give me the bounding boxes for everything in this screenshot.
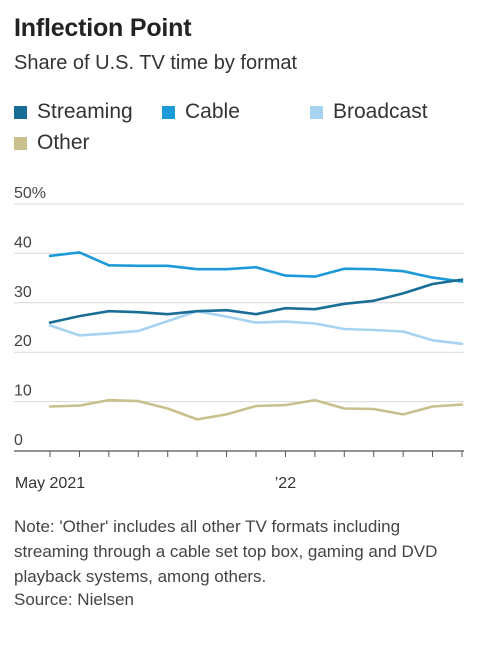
series-line-cable bbox=[48, 251, 464, 283]
x-tick-label-2021-05: May 2021 bbox=[15, 475, 85, 492]
legend-item-broadcast: Broadcast bbox=[310, 100, 428, 124]
legend: Streaming Cable Broadcast Other bbox=[14, 100, 474, 160]
legend-swatch-cable bbox=[162, 105, 175, 119]
legend-label-cable: Cable bbox=[185, 100, 240, 123]
y-tick-label-0: 0 bbox=[14, 432, 23, 449]
chart-note: Note: 'Other' includes all other TV form… bbox=[14, 517, 438, 586]
legend-swatch-streaming bbox=[14, 105, 27, 119]
y-tick-label-40: 40 bbox=[14, 234, 32, 251]
x-tick-label-2022-01: ’22 bbox=[275, 475, 296, 492]
legend-label-other: Other bbox=[37, 131, 90, 154]
series-line-other bbox=[48, 398, 464, 421]
series-line-broadcast bbox=[48, 309, 464, 346]
y-tick-label-50: 50% bbox=[14, 185, 46, 202]
legend-item-other: Other bbox=[14, 131, 90, 155]
chart-subtitle: Share of U.S. TV time by format bbox=[14, 52, 298, 74]
legend-item-streaming: Streaming bbox=[14, 100, 133, 124]
chart-title: Inflection Point bbox=[14, 14, 192, 42]
legend-swatch-other bbox=[14, 136, 27, 150]
legend-label-broadcast: Broadcast bbox=[333, 100, 428, 123]
legend-item-cable: Cable bbox=[162, 100, 240, 124]
y-tick-label-30: 30 bbox=[14, 284, 32, 301]
y-tick-label-10: 10 bbox=[14, 383, 32, 400]
y-tick-label-20: 20 bbox=[14, 333, 32, 350]
series-line-streaming bbox=[48, 278, 464, 324]
legend-swatch-broadcast bbox=[310, 105, 323, 119]
legend-label-streaming: Streaming bbox=[37, 100, 133, 123]
line-chart: 0 10 20 30 40 50% May 2021 ’22 bbox=[14, 185, 464, 492]
chart-source: Source: Nielsen bbox=[14, 590, 135, 609]
